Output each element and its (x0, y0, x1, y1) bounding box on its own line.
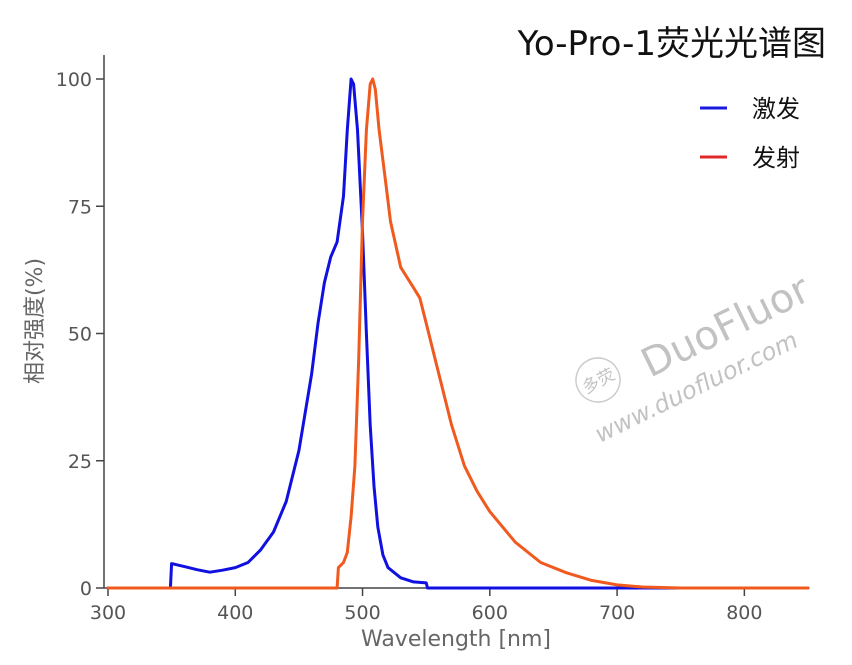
y-tick-label: 50 (68, 324, 92, 346)
watermark: 多荧 DuoFluor www.duofluor.com (575, 266, 818, 448)
watermark-logo-icon (575, 357, 621, 403)
legend-item-excitation: 激发 (700, 95, 800, 123)
y-tick-label: 25 (68, 451, 92, 473)
x-tick-label: 800 (726, 602, 762, 624)
legend-label-excitation: 激发 (752, 95, 800, 123)
chart-title: Yo-Pro-1荧光光谱图 (517, 24, 826, 64)
y-tick-label: 75 (68, 196, 92, 218)
y-axis-ticks: 0 25 50 75 100 (56, 69, 104, 600)
legend-label-emission: 发射 (752, 144, 800, 172)
y-tick-label: 100 (56, 69, 92, 91)
x-tick-label: 600 (472, 602, 508, 624)
series-line-emission (106, 77, 810, 590)
legend-item-emission: 发射 (700, 144, 800, 172)
series-group (106, 77, 810, 590)
series-line-excitation (106, 77, 810, 590)
watermark-logo-text: 多荧 (579, 365, 618, 399)
x-axis-ticks: 300 400 500 600 700 800 (90, 588, 762, 624)
x-tick-label: 400 (217, 602, 253, 624)
y-tick-label: 0 (80, 578, 92, 600)
legend: 激发 发射 (700, 95, 800, 172)
y-axis-title: 相对强度(%) (23, 258, 48, 384)
x-tick-label: 500 (344, 602, 380, 624)
x-axis-title: Wavelength [nm] (361, 627, 551, 652)
x-tick-label: 700 (599, 602, 635, 624)
x-tick-label: 300 (90, 602, 126, 624)
